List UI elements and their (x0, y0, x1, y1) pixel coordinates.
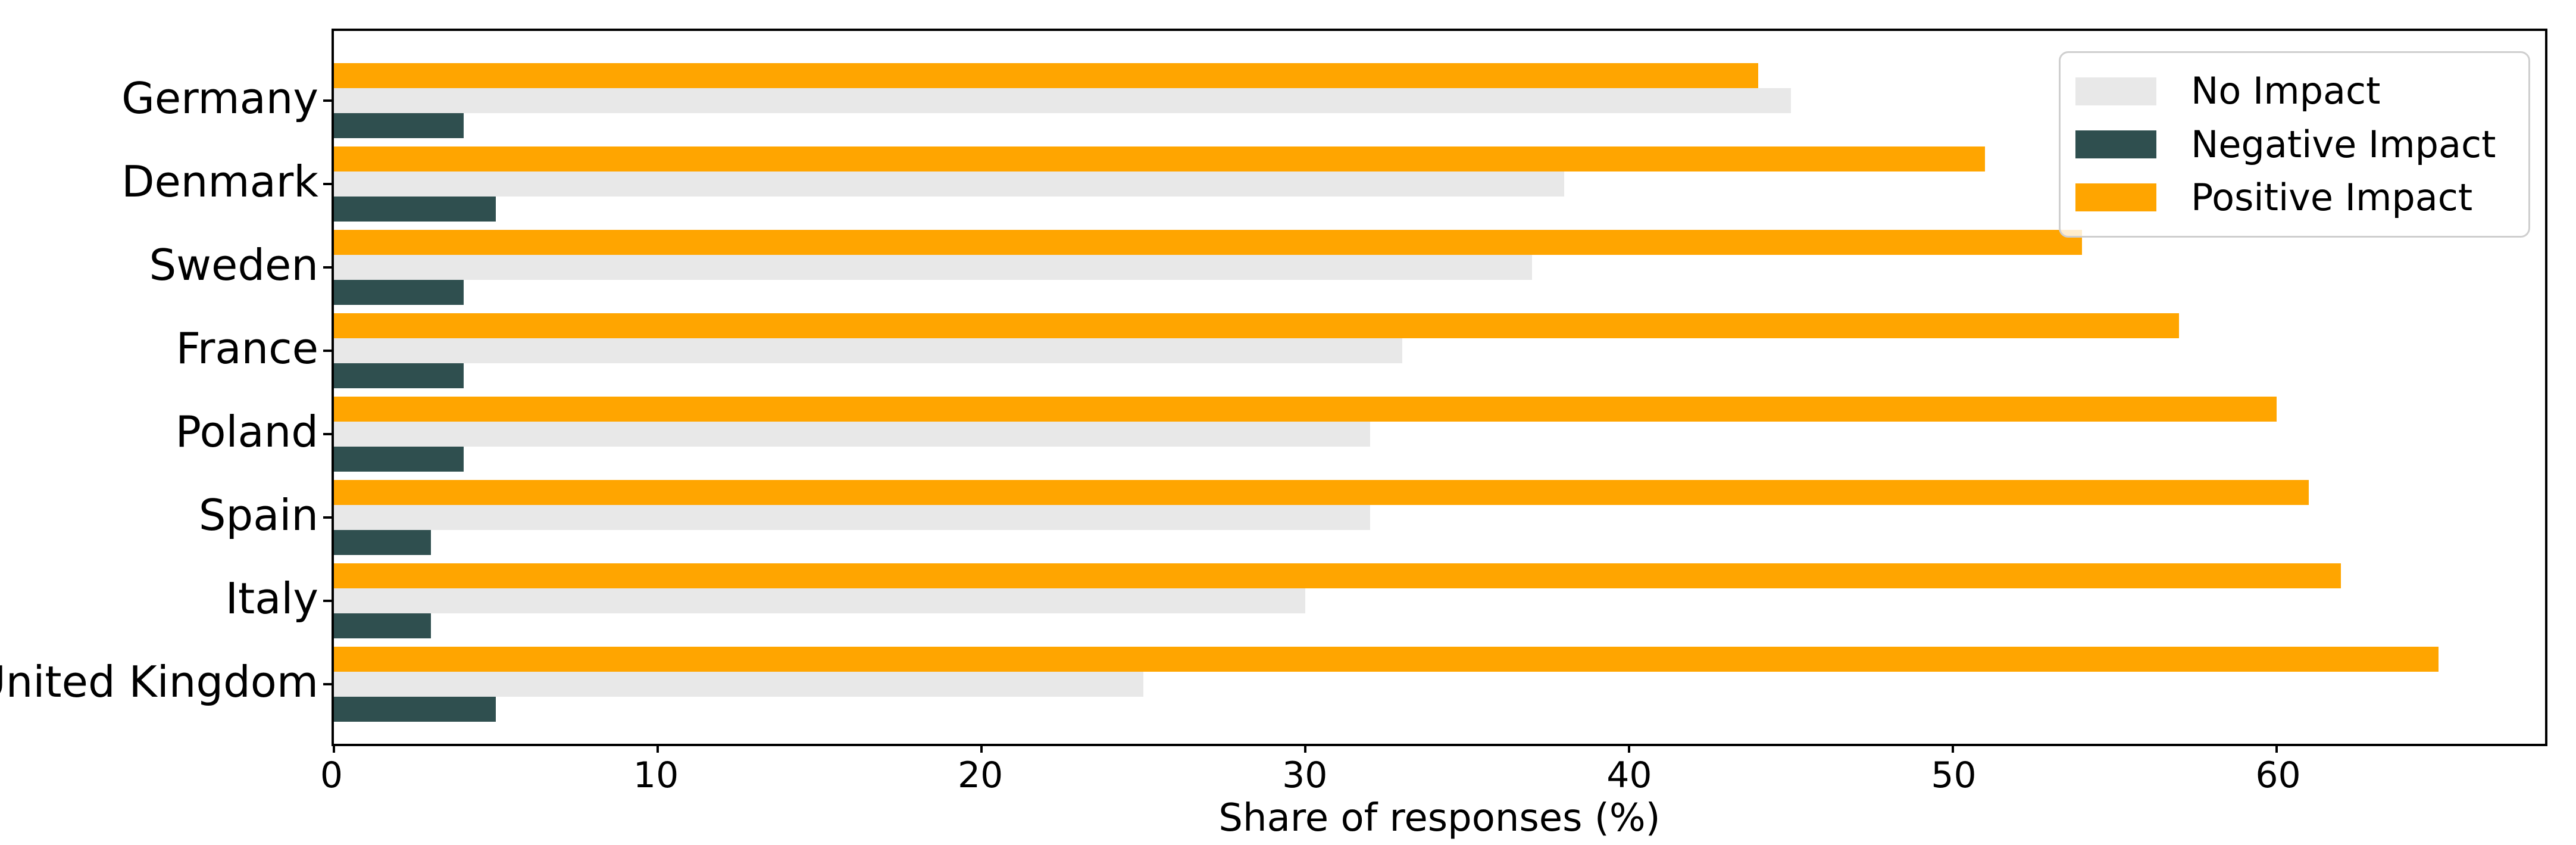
x-tick-label-0: 0 (320, 754, 343, 796)
y-tick-france (323, 350, 332, 352)
bar-france-positive-impact (334, 313, 2180, 338)
x-tick-50 (1951, 744, 1954, 753)
y-tick-italy (323, 600, 332, 602)
bar-denmark-no-impact (334, 172, 1564, 197)
bar-sweden-positive-impact (334, 230, 2083, 255)
y-tick-poland (323, 433, 332, 435)
y-tick-denmark (323, 183, 332, 185)
legend-swatch-positive-impact (2075, 183, 2156, 212)
bar-sweden-no-impact (334, 255, 1532, 280)
bar-poland-no-impact (334, 422, 1370, 447)
legend-swatch-negative-impact (2075, 130, 2156, 158)
bar-united-kingdom-no-impact (334, 672, 1143, 697)
bar-italy-positive-impact (334, 563, 2341, 588)
bar-denmark-positive-impact (334, 146, 1985, 172)
y-label-spain: Spain (198, 490, 318, 540)
x-axis-label: Share of responses (%) (1218, 796, 1661, 840)
legend-item-no-impact: No Impact (2075, 73, 2528, 110)
legend: No Impact Negative Impact Positive Impact (2059, 51, 2530, 238)
x-tick-label-20: 20 (958, 754, 1003, 796)
y-label-united-kingdom: United Kingdom (0, 657, 318, 707)
y-label-italy: Italy (225, 573, 318, 623)
bar-denmark-negative-impact (334, 197, 496, 222)
bar-poland-negative-impact (334, 447, 464, 472)
x-tick-label-40: 40 (1606, 754, 1652, 796)
bar-germany-negative-impact (334, 113, 464, 138)
legend-label-positive-impact: Positive Impact (2191, 175, 2473, 219)
y-label-france: France (176, 323, 318, 373)
y-label-denmark: Denmark (121, 157, 318, 207)
bar-spain-positive-impact (334, 480, 2309, 505)
legend-item-negative-impact: Negative Impact (2075, 126, 2528, 163)
x-tick-0 (333, 744, 335, 753)
y-tick-united-kingdom (323, 683, 332, 685)
x-tick-30 (1303, 744, 1306, 753)
bar-united-kingdom-negative-impact (334, 697, 496, 722)
bar-spain-negative-impact (334, 530, 432, 555)
y-tick-germany (323, 99, 332, 102)
y-label-sweden: Sweden (149, 240, 318, 290)
bar-france-negative-impact (334, 363, 464, 388)
x-tick-label-30: 30 (1282, 754, 1328, 796)
x-tick-label-60: 60 (2255, 754, 2301, 796)
y-label-germany: Germany (121, 73, 318, 123)
x-tick-20 (980, 744, 983, 753)
legend-label-no-impact: No Impact (2191, 69, 2381, 113)
bar-italy-no-impact (334, 588, 1305, 613)
bar-germany-positive-impact (334, 63, 1759, 88)
bar-france-no-impact (334, 338, 1402, 363)
legend-item-positive-impact: Positive Impact (2075, 179, 2528, 216)
bar-italy-negative-impact (334, 613, 432, 638)
bar-spain-no-impact (334, 505, 1370, 530)
legend-label-negative-impact: Negative Impact (2191, 122, 2496, 166)
bar-united-kingdom-positive-impact (334, 647, 2439, 672)
x-tick-10 (656, 744, 659, 753)
bar-germany-no-impact (334, 88, 1791, 113)
plot-area: No Impact Negative Impact Positive Impact (323, 29, 2547, 753)
x-tick-60 (2275, 744, 2278, 753)
bar-sweden-negative-impact (334, 280, 464, 305)
y-axis-labels: Germany Denmark Sweden France Poland Spain Ita… (0, 29, 318, 746)
x-axis-tick-labels: 0 10 20 30 40 50 60 (320, 754, 2547, 799)
y-label-poland: Poland (175, 407, 318, 457)
bar-poland-positive-impact (334, 397, 2277, 422)
y-tick-sweden (323, 266, 332, 269)
x-tick-label-10: 10 (633, 754, 679, 796)
legend-swatch-no-impact (2075, 77, 2156, 105)
x-tick-40 (1627, 744, 1630, 753)
x-tick-label-50: 50 (1931, 754, 1977, 796)
y-tick-spain (323, 516, 332, 519)
